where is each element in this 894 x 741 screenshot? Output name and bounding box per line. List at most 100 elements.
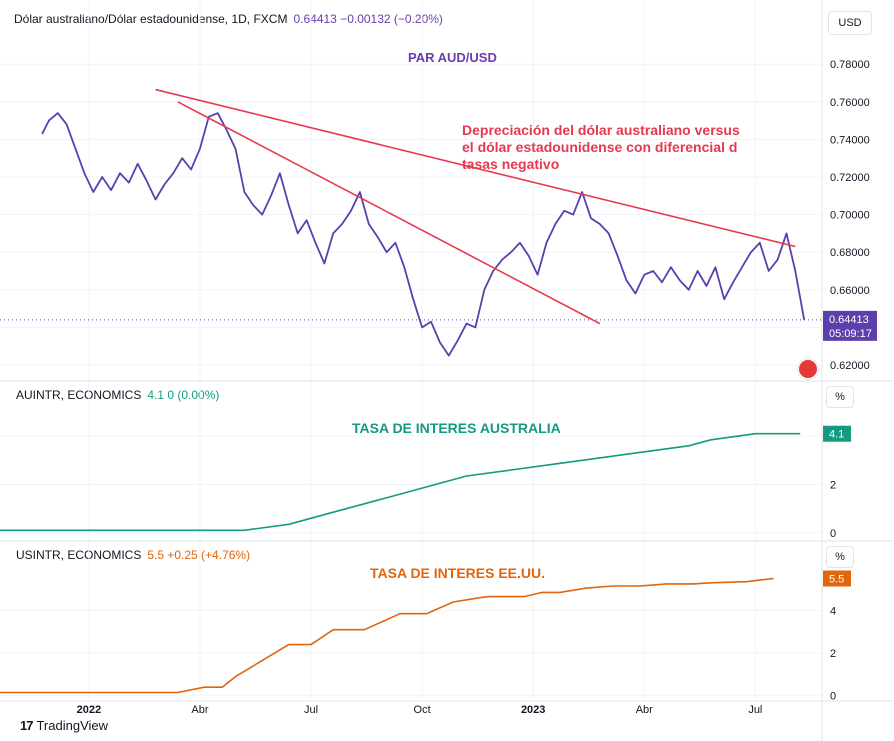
price-data-point [670,266,672,268]
annotation-line: tasas negativo [462,156,559,172]
us_rate-data-point [639,585,641,587]
us_rate-data-point [203,686,205,688]
au-rate-values: 4.1 0 (0.00%) [147,388,220,402]
price-legend[interactable]: Dólar australiano/Dólar estadounidense, … [14,12,443,26]
au_rate-data-point [554,463,557,465]
price-data-point [714,266,717,268]
price-data-point [705,285,708,287]
price-data-point [279,172,281,174]
au_rate-data-point [754,433,757,435]
last-price-badge [823,310,877,341]
price-symbol: Dólar australiano/Dólar estadounidense, … [14,12,288,26]
price-data-point [723,298,725,300]
us_rate-data-point [479,597,481,599]
price-data-point [243,191,245,193]
price-data-point [41,133,43,135]
us_rate-data-point [177,691,179,694]
us_rate-last-value: 5.5 [829,574,844,586]
price-data-point [190,168,192,171]
price-data-point [430,321,432,323]
au_rate-data-point [243,529,245,531]
us_rate-data-point [541,591,543,594]
price-data-point [128,182,130,184]
price-data-point [465,323,468,325]
price-chart-title: PAR AUD/USD [408,50,497,65]
price-data-point [181,157,183,159]
x-tick-label: Abr [191,704,208,716]
au_rate-data-point [0,529,1,531]
au_rate-data-point [510,469,512,471]
price-data-point [643,274,645,276]
au_rate-data-point [599,457,601,459]
price-data-point [457,339,459,342]
price-data-point [83,172,85,174]
y-tick-label: 0.74000 [830,134,870,146]
price-data-point [599,223,601,225]
price-data-point [48,120,50,122]
au_rate-data-point [288,523,290,525]
price-data-point [332,232,334,234]
price-data-point [252,204,254,206]
price-data-point [288,204,290,206]
price-data-point [163,183,165,186]
price-data-point [732,281,734,283]
au_rate-data-point [710,439,712,441]
price-data-point [501,259,503,261]
us-rate-symbol: USINTR, ECONOMICS [16,548,142,562]
x-tick-label: Jul [304,704,318,716]
price-data-point [403,266,405,268]
price-data-point [768,270,770,272]
us-rate-unit[interactable]: % [826,546,854,568]
price-data-point [617,255,619,257]
au-rate-legend[interactable]: AUINTR, ECONOMICS 4.1 0 (0.00%) [16,388,219,402]
price-data-point [154,198,157,201]
us-rate-legend[interactable]: USINTR, ECONOMICS 5.5 +0.25 (+4.76%) [16,548,250,562]
price-data-point [226,129,228,131]
y-tick-label: 0 [830,691,836,703]
price-data-point [323,262,325,265]
price-data-point [590,217,592,219]
price-data-point [439,341,441,343]
us-flag-icon[interactable] [798,359,818,379]
y-tick-label: 0.72000 [830,172,870,184]
price-data-point [234,148,237,150]
y-tick-label: 0 [830,528,836,540]
price-data-point [608,232,610,234]
us_rate-data-point [745,581,748,583]
currency-unit-button[interactable]: USD [828,11,872,35]
price-data-point [679,279,681,281]
us_rate-data-point [772,577,774,580]
price-data-point [581,191,583,193]
price-data-point [688,289,690,291]
price-data-point [297,232,299,234]
price-data-point [777,259,779,261]
us_rate-series-line [0,577,774,694]
us_rate-data-point [523,596,525,598]
price-data-point [261,214,263,216]
price-data-point [563,210,565,212]
tradingview-logo[interactable]: 17 TradingView [20,718,108,733]
price-data-point [759,242,761,244]
price-data-point [625,279,628,281]
price-data-point [199,148,201,150]
price-data-point [217,112,219,114]
us_rate-data-point [363,629,365,631]
us_rate-data-point [0,691,1,694]
x-tick-label: Jul [748,704,762,716]
price-data-point [554,223,557,225]
au_rate-data-point [643,451,645,453]
au-rate-unit[interactable]: % [826,386,854,408]
price-data-point [119,172,121,174]
annotation-line: Depreciación del dólar australiano versu… [462,122,740,138]
price-data-point [634,292,637,295]
x-tick-label: 2023 [521,704,545,716]
price-data-point [270,195,272,197]
bar-countdown: 05:09:17 [829,328,872,340]
us_rate-data-point [426,613,428,615]
au_rate-series-line [0,432,800,532]
y-tick-label: 0.76000 [830,97,870,109]
price-data-point [386,251,388,253]
us_rate-data-point [559,591,561,594]
y-tick-label: 0.66000 [830,285,870,297]
